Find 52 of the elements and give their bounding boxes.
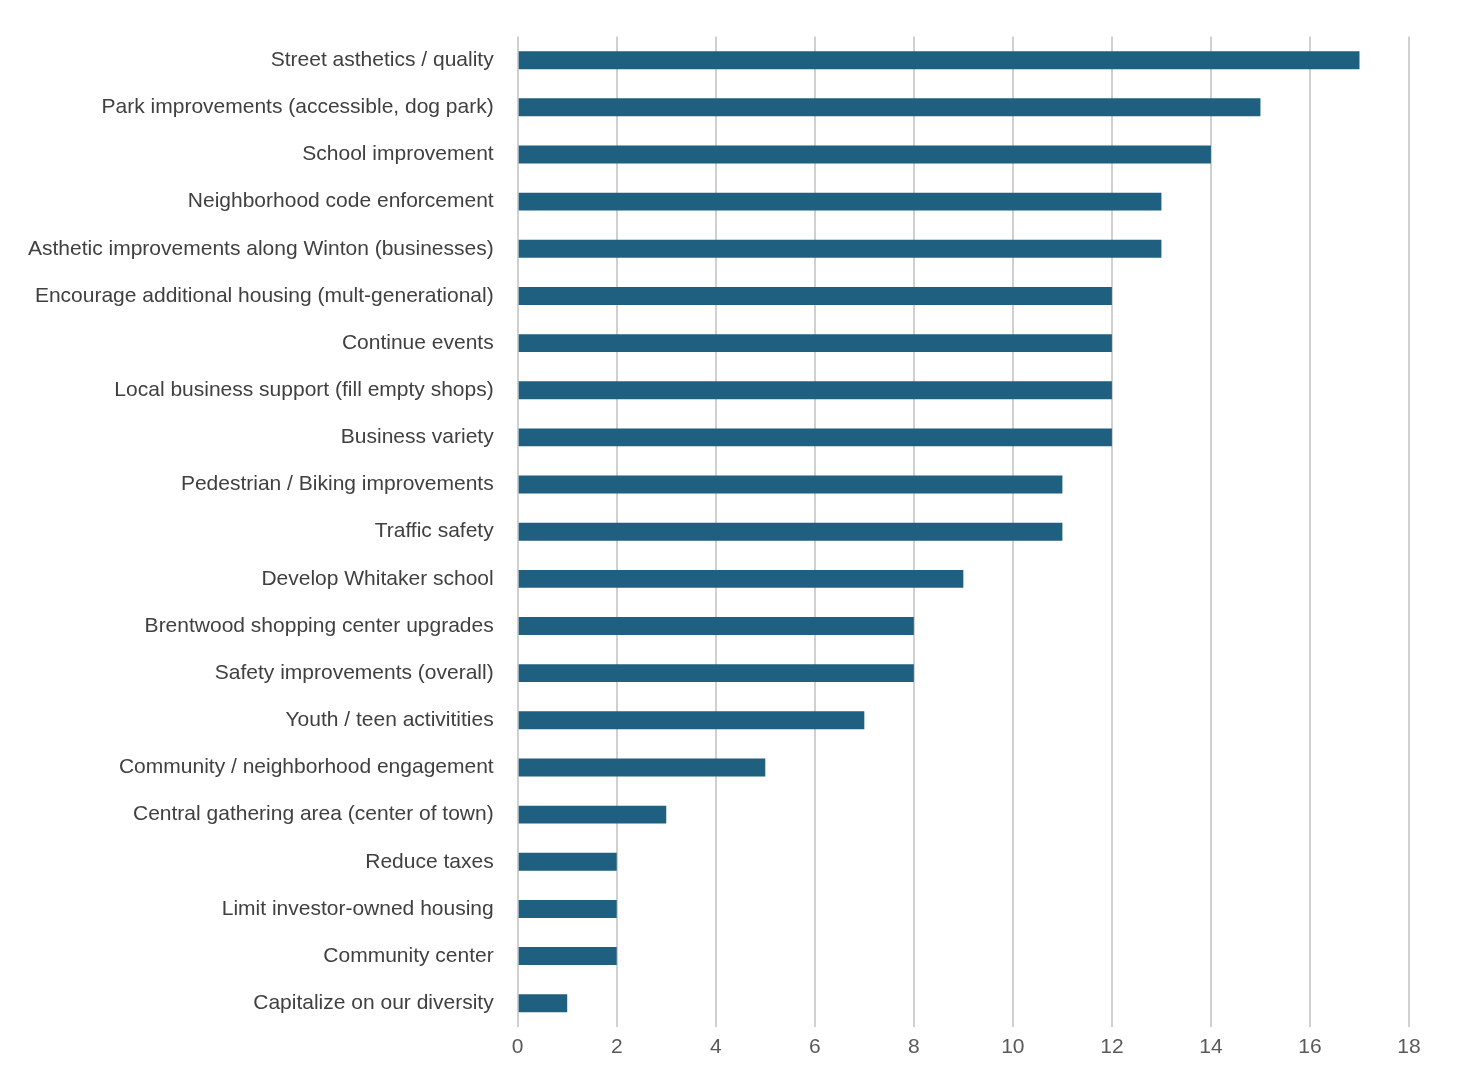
bar <box>518 145 1211 164</box>
y-tick-label: Capitalize on our diversity <box>253 990 495 1014</box>
y-tick-label: Street asthetics / quality <box>270 46 495 70</box>
y-tick-label: Local business support (fill empty shops) <box>114 377 494 401</box>
y-tick-label: Pedestrian / Biking improvements <box>180 471 494 495</box>
x-tick-label: 18 <box>1397 1034 1421 1058</box>
bar <box>518 334 1112 353</box>
bar <box>518 239 1162 258</box>
bar <box>518 994 568 1013</box>
bar <box>518 522 1063 541</box>
y-tick-label: Encourage additional housing (mult-generational) <box>34 282 494 306</box>
y-tick-label: Community / neighborhood engagement <box>118 754 494 778</box>
x-tick-label: 6 <box>808 1034 821 1058</box>
y-tick-label: Youth / teen activitities <box>285 707 494 731</box>
bar <box>518 899 617 918</box>
bar <box>518 381 1112 400</box>
x-tick-label: 12 <box>1100 1034 1124 1058</box>
bar <box>518 617 914 635</box>
x-tick-label: 8 <box>907 1034 920 1058</box>
y-tick-label: Business variety <box>340 424 495 448</box>
y-tick-label: Limit investor-owned housing <box>221 895 494 919</box>
y-tick-label: Community center <box>323 942 494 966</box>
y-tick-label: Brentwood shopping center upgrades <box>144 612 494 636</box>
x-tick-label: 4 <box>709 1034 722 1058</box>
bar <box>518 51 1360 70</box>
y-tick-label: Develop Whitaker school <box>261 565 494 589</box>
y-tick-label: Safety improvements (overall) <box>214 659 494 683</box>
x-tick-label: 16 <box>1298 1034 1322 1058</box>
bar <box>518 192 1162 211</box>
x-tick-label: 14 <box>1199 1034 1223 1058</box>
y-tick-label: Central gathering area (center of town) <box>133 801 494 825</box>
bar <box>518 852 617 871</box>
bar <box>518 428 1112 447</box>
x-tick-label: 0 <box>511 1034 524 1058</box>
bar <box>518 569 964 588</box>
x-tick-label: 10 <box>1001 1034 1025 1058</box>
x-tick-label: 2 <box>610 1034 623 1058</box>
y-tick-label: Reduce taxes <box>365 848 494 872</box>
bar <box>518 664 914 683</box>
bar <box>518 805 667 824</box>
bar <box>518 475 1063 494</box>
y-tick-label: Park improvements (accessible, dog park) <box>101 94 494 118</box>
y-tick-label: School improvement <box>302 141 494 165</box>
y-tick-label: Continue events <box>341 329 494 353</box>
bar <box>518 711 865 730</box>
bar <box>518 947 617 966</box>
y-tick-label: Asthetic improvements along Winton (businesses) <box>28 235 494 259</box>
bar <box>518 758 766 777</box>
y-tick-label: Neighborhood code enforcement <box>187 188 494 212</box>
bar <box>518 286 1112 305</box>
bar <box>518 98 1261 117</box>
y-tick-label: Traffic safety <box>374 518 495 542</box>
